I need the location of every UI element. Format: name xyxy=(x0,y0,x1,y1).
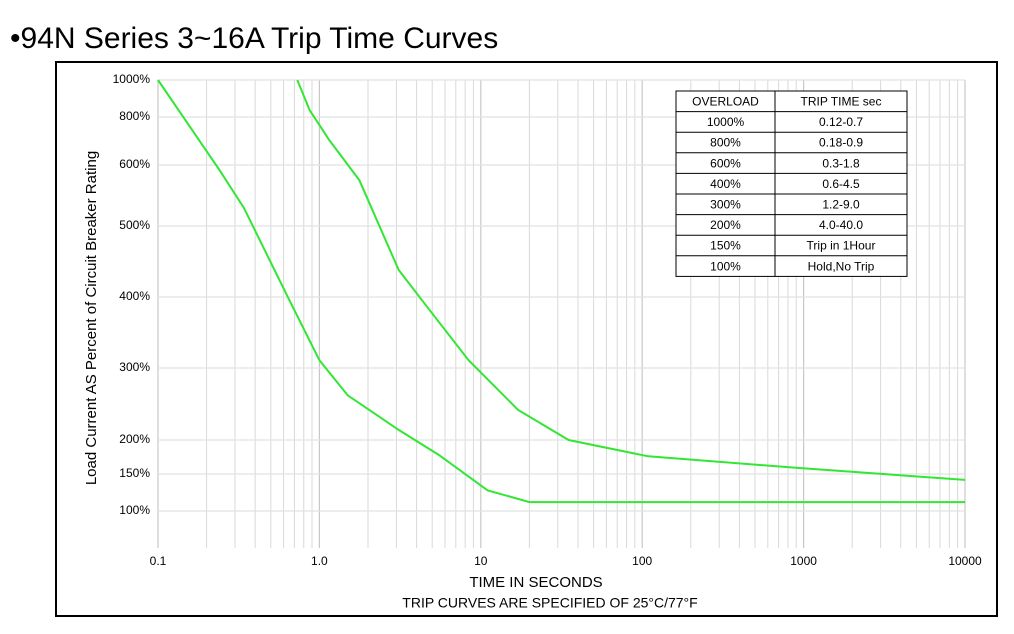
table-cell: 4.0-40.0 xyxy=(819,218,863,232)
table-cell: 0.3-1.8 xyxy=(822,156,860,170)
table-cell: 300% xyxy=(710,197,741,211)
y-tick-label: 400% xyxy=(119,289,150,303)
y-axis-label: Load Current AS Percent of Circuit Break… xyxy=(83,151,100,485)
x-tick-label: 1000 xyxy=(790,554,817,568)
table-cell: 150% xyxy=(710,239,741,253)
x-tick-label: 10000 xyxy=(948,554,982,568)
x-tick-label: 100 xyxy=(632,554,652,568)
table-cell: 1000% xyxy=(707,115,745,129)
note: TRIP CURVES ARE SPECIFIED OF 25°C/77°F xyxy=(402,595,697,611)
frame xyxy=(55,61,998,617)
table-cell: Trip in 1Hour xyxy=(807,239,876,253)
table-cell: 800% xyxy=(710,136,741,150)
y-tick-label: 100% xyxy=(119,503,150,517)
y-tick-label: 800% xyxy=(119,109,150,123)
table-cell: 0.12-0.7 xyxy=(819,115,863,129)
y-tick-label: 1000% xyxy=(113,72,151,86)
chart-title: •94N Series 3~16A Trip Time Curves xyxy=(10,22,498,55)
table-cell: 1.2-9.0 xyxy=(822,197,860,211)
table-header: OVERLOAD xyxy=(692,94,759,108)
x-axis-label: TIME IN SECONDS xyxy=(469,574,602,591)
y-tick-label: 500% xyxy=(119,218,150,232)
table-cell: Hold,No Trip xyxy=(808,259,875,273)
table-cell: 600% xyxy=(710,156,741,170)
x-tick-label: 10 xyxy=(474,554,488,568)
y-tick-label: 600% xyxy=(119,157,150,171)
table-cell: 400% xyxy=(710,177,741,191)
y-tick-label: 300% xyxy=(119,360,150,374)
trip-curve xyxy=(157,79,965,504)
table-bg xyxy=(675,90,908,277)
trip-curve xyxy=(296,79,966,481)
table-cell: 0.18-0.9 xyxy=(819,136,863,150)
trip-table: OVERLOAD TRIP TIME sec 1000% 0.12-0.7 800% 0.… xyxy=(675,90,908,277)
y-tick-label: 150% xyxy=(119,466,150,480)
y-tick-label: 200% xyxy=(119,432,150,446)
table-header: TRIP TIME sec xyxy=(801,94,882,108)
table-cell: 100% xyxy=(710,259,741,273)
x-tick-label: 1.0 xyxy=(311,554,328,568)
x-tick-label: 0.1 xyxy=(150,554,167,568)
table-cell: 200% xyxy=(710,218,741,232)
table-cell: 0.6-4.5 xyxy=(822,177,860,191)
